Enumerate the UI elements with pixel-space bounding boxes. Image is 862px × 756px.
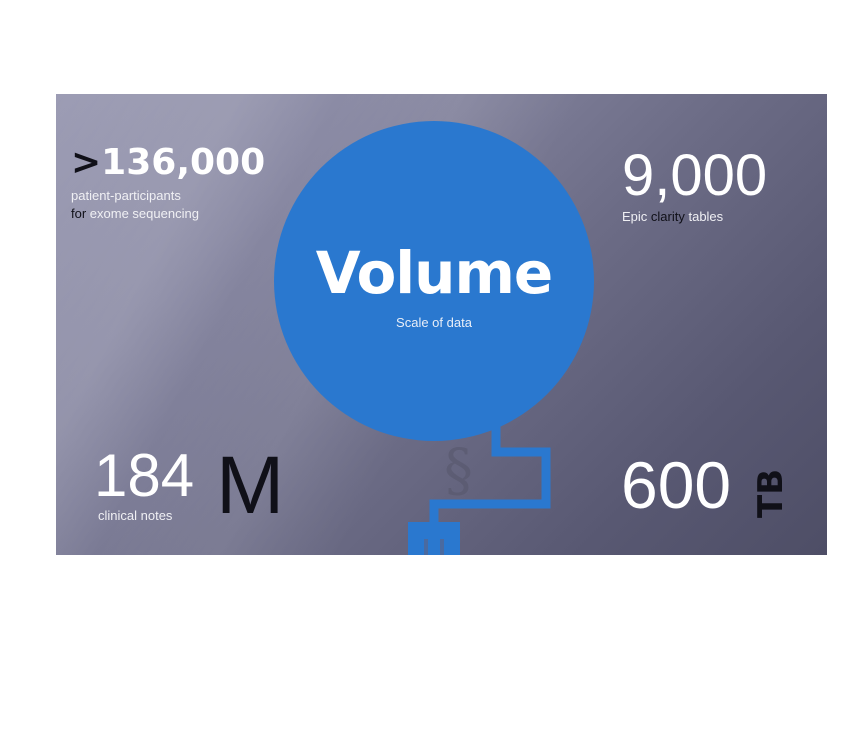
stat-value: 9,000	[622, 143, 768, 208]
connector-graphic: §	[408, 422, 551, 555]
stat-value-row: >136,000	[71, 142, 265, 183]
stat-value: 184	[94, 442, 195, 509]
caption-for: for	[71, 206, 90, 221]
volume-title: Volume	[315, 239, 554, 307]
caduceus-icon: §	[444, 436, 473, 504]
caption-tables: tables	[684, 209, 724, 224]
caption-exome: exome sequencing	[89, 206, 199, 221]
block-slot	[440, 539, 444, 555]
connector-line	[429, 422, 551, 522]
caption-epic: Epic	[622, 209, 651, 224]
stat-caption: Epic clarity tables	[622, 208, 767, 226]
connector-block	[408, 522, 460, 555]
volume-subtitle: Scale of data	[396, 315, 472, 330]
stat-value: 600	[621, 448, 732, 522]
greater-than-sign: >	[71, 142, 102, 183]
stat-epic-clarity-tables: 9,000 Epic clarity tables	[622, 144, 767, 226]
stat-unit-tb: TB	[751, 468, 791, 518]
stat-caption-line1: patient-participants	[71, 188, 181, 203]
stat-caption: clinical notes	[98, 508, 173, 523]
stat-caption-line2: for exome sequencing	[71, 205, 265, 223]
slide: >136,000 patient-participants for exome …	[56, 94, 827, 555]
volume-circle: Volume Scale of data	[274, 121, 594, 441]
stat-storage: 600	[621, 449, 731, 521]
stat-value: 136,000	[101, 142, 266, 183]
stat-patient-participants: >136,000 patient-participants for exome …	[71, 142, 265, 223]
caption-clarity: clarity	[650, 209, 685, 224]
block-slot	[424, 539, 428, 555]
stat-unit: M	[216, 440, 285, 531]
